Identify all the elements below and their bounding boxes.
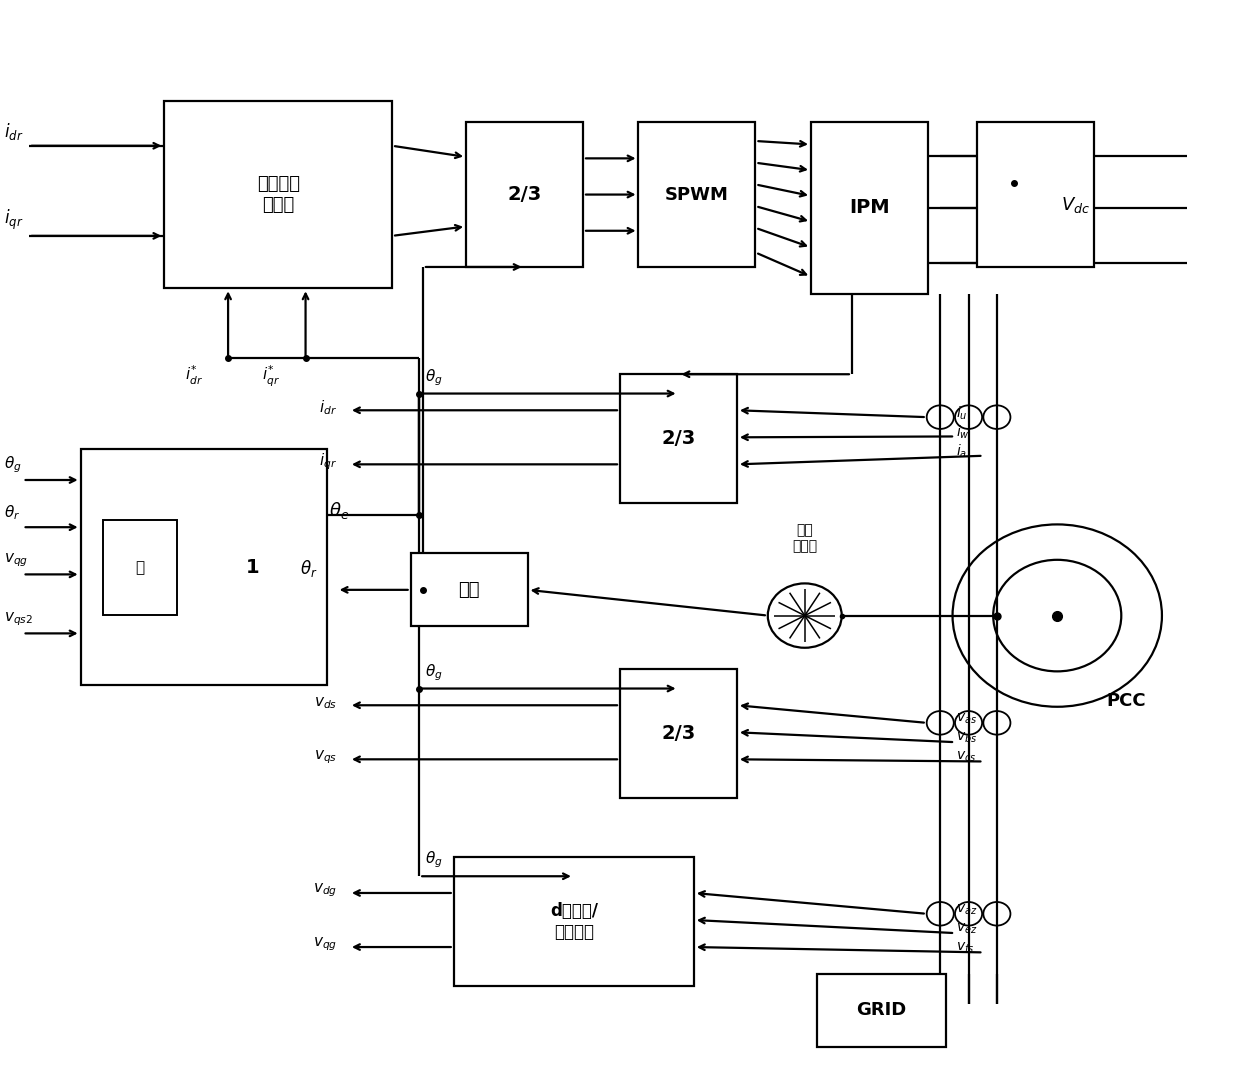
Text: $v_{az}$: $v_{az}$ bbox=[956, 903, 977, 917]
Bar bbox=[466, 122, 583, 267]
Text: $i_{qr}$: $i_{qr}$ bbox=[4, 208, 24, 232]
Text: $v_{qs}$: $v_{qs}$ bbox=[314, 748, 337, 765]
Text: GRID: GRID bbox=[857, 1001, 906, 1019]
Text: SPWM: SPWM bbox=[665, 186, 729, 203]
Bar bbox=[410, 553, 528, 626]
Text: 1: 1 bbox=[247, 558, 259, 577]
Bar bbox=[639, 122, 755, 267]
Bar bbox=[620, 374, 737, 503]
Text: $v_{cs}$: $v_{cs}$ bbox=[956, 750, 977, 764]
Text: $v_{qg}$: $v_{qg}$ bbox=[4, 551, 29, 569]
Text: 2/3: 2/3 bbox=[661, 429, 696, 449]
Bar bbox=[454, 857, 694, 986]
Text: 2/3: 2/3 bbox=[507, 185, 542, 204]
Bar bbox=[164, 101, 392, 289]
Text: $i_{dr}$: $i_{dr}$ bbox=[4, 121, 24, 142]
Text: $\theta_g$: $\theta_g$ bbox=[425, 663, 443, 683]
Text: $\theta_g$: $\theta_g$ bbox=[425, 850, 443, 870]
Text: $i_{qr}$: $i_{qr}$ bbox=[319, 452, 337, 472]
Text: $v_{fs}$: $v_{fs}$ bbox=[956, 940, 975, 956]
Text: $i_{qr}^{*}$: $i_{qr}^{*}$ bbox=[263, 363, 280, 388]
Text: $i_{w}$: $i_{w}$ bbox=[956, 424, 970, 441]
Text: 2/3: 2/3 bbox=[661, 724, 696, 743]
Text: $i_{a}$: $i_{a}$ bbox=[956, 443, 967, 461]
Text: $v_{qs2}$: $v_{qs2}$ bbox=[4, 611, 33, 628]
Text: $\theta_r$: $\theta_r$ bbox=[300, 558, 317, 579]
Text: d轴定向/
相位计算: d轴定向/ 相位计算 bbox=[549, 902, 598, 940]
Text: $\theta_g$: $\theta_g$ bbox=[425, 368, 443, 388]
Bar bbox=[811, 122, 928, 294]
Text: $\theta_g$: $\theta_g$ bbox=[4, 454, 22, 475]
Bar bbox=[977, 122, 1094, 267]
Text: $i_{u}$: $i_{u}$ bbox=[956, 404, 968, 422]
Text: $v_{ez}$: $v_{ez}$ bbox=[956, 922, 977, 936]
Bar bbox=[620, 669, 737, 798]
Text: $i_{dr}$: $i_{dr}$ bbox=[319, 399, 337, 417]
Text: $v_{ds}$: $v_{ds}$ bbox=[314, 695, 337, 710]
Text: $i_{dr}^{*}$: $i_{dr}^{*}$ bbox=[185, 363, 203, 387]
Text: 内环电流
控制器: 内环电流 控制器 bbox=[257, 175, 300, 214]
Text: 图: 图 bbox=[135, 560, 144, 575]
Text: 积分: 积分 bbox=[459, 580, 480, 599]
Text: IPM: IPM bbox=[849, 199, 890, 217]
Bar bbox=[103, 520, 176, 614]
Text: $v_{qg}$: $v_{qg}$ bbox=[312, 936, 337, 953]
Text: $v_{dg}$: $v_{dg}$ bbox=[312, 882, 337, 899]
Text: 速度
编码器: 速度 编码器 bbox=[792, 523, 817, 553]
Text: PCC: PCC bbox=[1106, 693, 1146, 710]
Text: $v_{as}$: $v_{as}$ bbox=[956, 711, 977, 725]
Text: $V_{dc}$: $V_{dc}$ bbox=[1061, 196, 1090, 215]
Text: $\theta_r$: $\theta_r$ bbox=[4, 503, 20, 522]
Text: $\theta_e$: $\theta_e$ bbox=[330, 499, 350, 521]
Bar bbox=[81, 450, 327, 685]
Text: $v_{bs}$: $v_{bs}$ bbox=[956, 731, 977, 745]
Bar bbox=[817, 974, 946, 1046]
